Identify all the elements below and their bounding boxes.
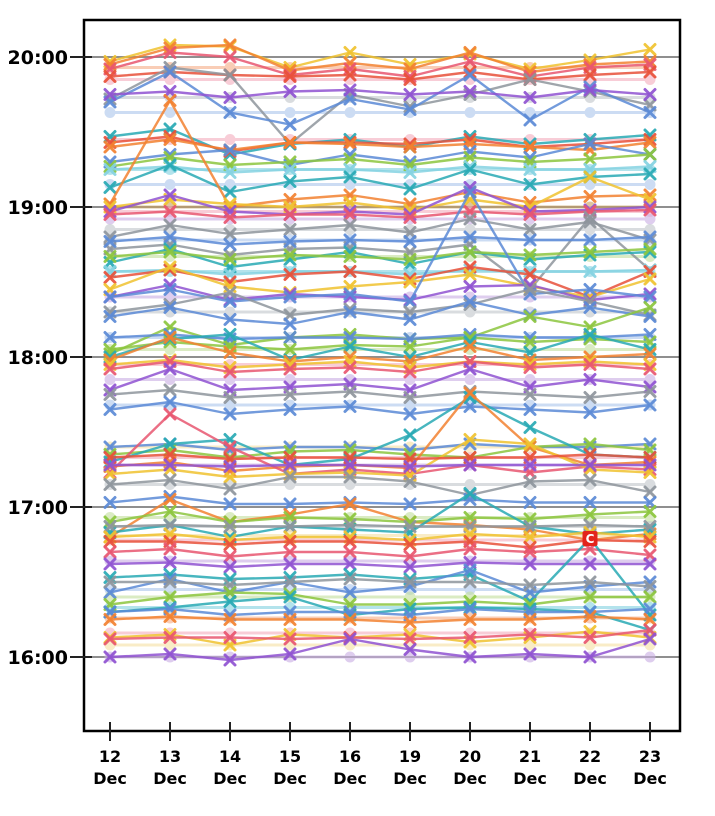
scheduled-line-3 (104, 107, 656, 118)
x-tick-label-day: 20 (459, 747, 481, 766)
actual-series-64 (103, 610, 657, 629)
actual-series-1 (103, 38, 657, 79)
x-tick-label-month: Dec (273, 769, 307, 788)
actual-series-47 (103, 458, 657, 473)
cancelled-badge-label: C (586, 532, 595, 546)
x-tick-label-day: 19 (399, 747, 421, 766)
actual-series-33 (103, 328, 657, 367)
actual-series (103, 38, 657, 667)
actual-series-22 (103, 242, 657, 266)
actual-series-17 (103, 203, 657, 224)
y-axis: 20:00 19:00 18:00 17:00 16:00 (8, 47, 92, 669)
scheduled-line-31 (104, 591, 656, 603)
x-tick-label-month: Dec (153, 769, 187, 788)
y-tick-label: 19:00 (8, 197, 68, 219)
actual-series-28 (103, 283, 657, 322)
x-tick-label-month: Dec (573, 769, 607, 788)
x-tick-label-month: Dec (513, 769, 547, 788)
actual-series-60 (103, 572, 657, 593)
actual-series-13 (103, 158, 657, 199)
x-tick-label-month: Dec (633, 769, 667, 788)
x-tick-label-day: 22 (579, 747, 601, 766)
x-tick-label-day: 13 (159, 747, 181, 766)
actual-series-6 (103, 83, 657, 104)
actual-series-39 (103, 395, 657, 421)
actual-series-27 (103, 185, 657, 308)
actual-series-34 (103, 331, 657, 368)
plot-frame (82, 18, 682, 733)
cancelled-annotation: C (582, 531, 598, 546)
x-tick-label-month: Dec (453, 769, 487, 788)
actual-series-36 (103, 355, 657, 379)
x-tick-label-month: Dec (393, 769, 427, 788)
actual-series-37 (103, 362, 657, 397)
actual-series-18 (103, 212, 657, 247)
x-tick-label-month: Dec (93, 769, 127, 788)
actual-series-66 (103, 623, 657, 646)
actual-series-20 (103, 230, 657, 251)
x-tick-label-day: 21 (519, 747, 541, 766)
y-tick-label: 20:00 (8, 47, 68, 69)
y-tick-label: 18:00 (8, 347, 68, 369)
actual-series-57 (103, 556, 657, 574)
actual-series-67 (103, 632, 657, 667)
x-tick-label-day: 23 (639, 747, 661, 766)
x-tick-label-day: 16 (339, 747, 361, 766)
y-tick-label: 17:00 (8, 497, 68, 519)
actual-series-48 (103, 470, 657, 502)
x-tick-label-month: Dec (213, 769, 247, 788)
x-tick-label-day: 15 (279, 747, 301, 766)
y-tick-label: 16:00 (8, 647, 68, 669)
actual-series-53 (103, 518, 657, 533)
cancelled-badge (582, 531, 598, 546)
x-tick-label-month: Dec (333, 769, 367, 788)
actual-series-56 (103, 542, 657, 563)
x-tick-label-day: 12 (99, 747, 121, 766)
x-tick-label-day: 14 (219, 747, 241, 766)
x-axis: 12 Dec 13 Dec 14 Dec 15 Dec 16 Dec 19 Dec 20 Dec 21 Dec… (93, 722, 667, 788)
